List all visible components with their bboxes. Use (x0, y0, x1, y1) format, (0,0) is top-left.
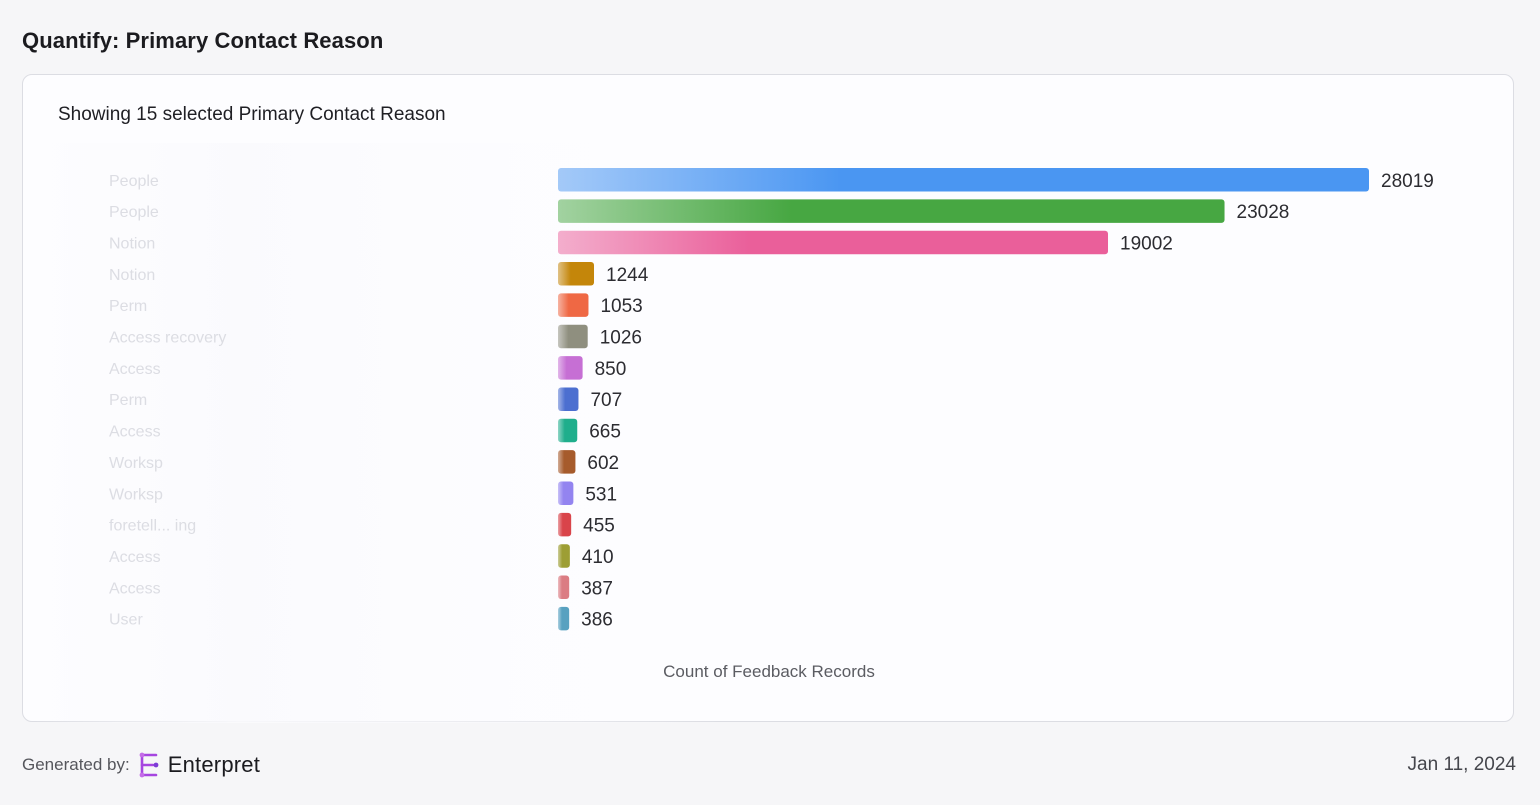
bar-12[interactable] (558, 512, 572, 537)
value-label-5: 1053 (600, 296, 642, 317)
bars (558, 168, 1369, 631)
category-label-1: People (109, 173, 159, 190)
category-label-9: Access (109, 424, 161, 441)
brand: Enterpret (138, 752, 260, 778)
brand-name: Enterpret (167, 752, 261, 777)
category-label-7: Access (109, 361, 161, 378)
bar-4[interactable] (558, 262, 595, 286)
value-label-4: 1244 (606, 265, 649, 286)
enterpret-logo-icon (139, 752, 159, 778)
value-label-12: 455 (583, 516, 615, 537)
value-labels: 28019 23028 19002 1244 1053 1026 850 707 665 602 5… (581, 171, 1434, 631)
value-label-9: 665 (589, 422, 621, 443)
bar-5[interactable] (558, 293, 589, 317)
bar-7[interactable] (558, 356, 583, 380)
bar-1[interactable] (558, 168, 1369, 192)
value-label-11: 531 (585, 484, 617, 505)
bar-10[interactable] (558, 450, 576, 474)
value-label-10: 602 (587, 453, 619, 474)
value-label-2: 23028 (1237, 202, 1290, 223)
chart-subtitle: Showing 15 selected Primary Contact Reas… (58, 104, 446, 125)
category-label-14: Access (109, 580, 161, 597)
bar-14[interactable] (558, 575, 570, 600)
generated-by-label: Generated by: (22, 755, 130, 774)
category-label-5: Perm (109, 298, 147, 315)
category-labels: People People Notion Notion Perm Access recov… (109, 173, 226, 629)
category-label-2: People (109, 204, 159, 221)
bar-3[interactable] (558, 230, 1109, 255)
value-label-7: 850 (595, 359, 627, 380)
bar-13[interactable] (558, 544, 570, 568)
category-label-12: foretell... ing (109, 518, 196, 535)
value-label-15: 386 (581, 610, 613, 631)
value-label-3: 19002 (1120, 233, 1173, 254)
x-axis-label: Count of Feedback Records (663, 662, 875, 681)
value-label-8: 707 (590, 390, 622, 411)
bar-8[interactable] (558, 387, 579, 411)
page-title: Quantify: Primary Contact Reason (22, 28, 384, 53)
category-label-11: Worksp (109, 486, 163, 503)
category-label-13: Access (109, 549, 161, 566)
bar-11[interactable] (558, 481, 574, 506)
bar-9[interactable] (558, 418, 578, 443)
category-label-10: Worksp (109, 455, 163, 472)
category-label-6: Access recovery (109, 330, 226, 347)
category-label-8: Perm (109, 392, 147, 409)
value-label-13: 410 (582, 547, 614, 568)
category-label-15: User (109, 612, 143, 629)
category-label-4: Notion (109, 267, 155, 284)
bar-6[interactable] (558, 324, 588, 349)
bar-15[interactable] (558, 606, 570, 631)
value-label-1: 28019 (1381, 171, 1434, 192)
footer-generated-by: Generated by: Enterpret (22, 752, 260, 778)
report-date: Jan 11, 2024 (1407, 754, 1516, 775)
value-label-6: 1026 (600, 328, 642, 349)
category-label-3: Notion (109, 235, 155, 252)
bar-2[interactable] (558, 199, 1225, 223)
value-label-14: 387 (581, 578, 613, 599)
